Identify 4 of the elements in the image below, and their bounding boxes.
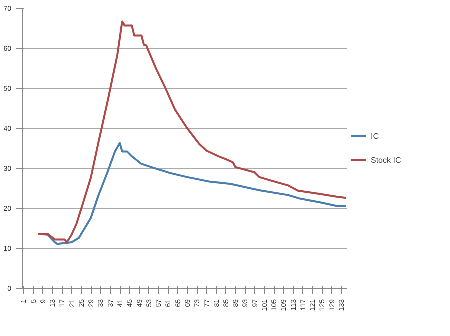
legend-label: IC	[371, 132, 380, 140]
line-series	[37, 142, 348, 246]
line-series	[37, 20, 348, 244]
legend-label: Stock IC	[371, 156, 402, 164]
